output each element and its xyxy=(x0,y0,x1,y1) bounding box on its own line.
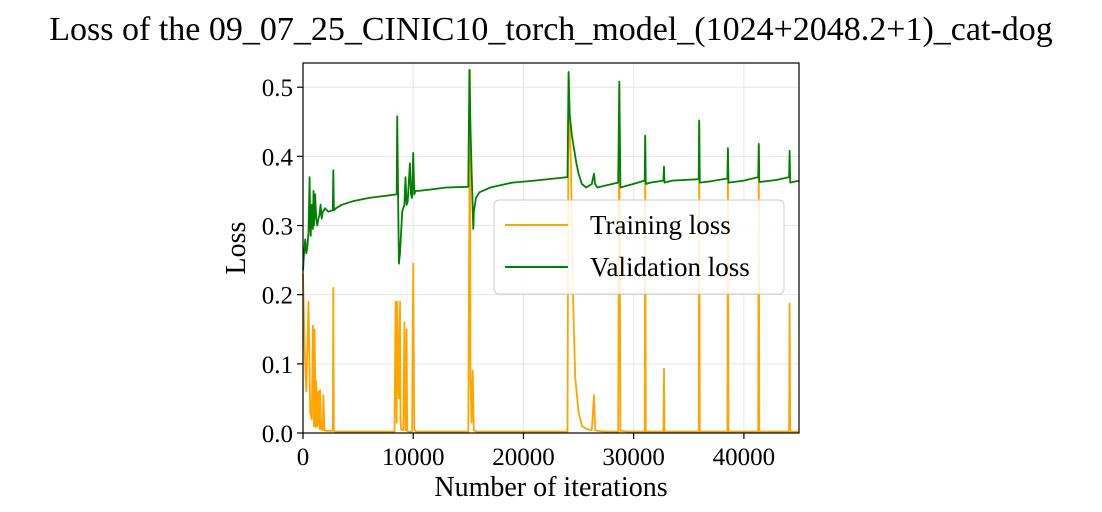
legend: Training loss Validation loss xyxy=(493,199,785,295)
legend-label-training-loss: Training loss xyxy=(590,210,731,240)
chart-title: Loss of the 09_07_25_CINIC10_torch_model… xyxy=(49,11,1052,48)
plot-frame xyxy=(302,62,800,434)
y-tick-label: 0.1 xyxy=(262,352,293,379)
x-tick-label: 40000 xyxy=(713,444,776,471)
series-line-validation-loss xyxy=(302,69,800,271)
x-tick-label: 20000 xyxy=(492,444,555,471)
legend-label-validation-loss: Validation loss xyxy=(590,252,750,282)
x-axis-ticks: 0 10000 20000 30000 40000 xyxy=(297,433,775,471)
y-tick-label: 0.3 xyxy=(262,214,293,241)
y-tick-label: 0.2 xyxy=(262,283,293,310)
x-tick-label: 0 xyxy=(297,444,310,471)
series-lines xyxy=(302,69,800,433)
legend-box xyxy=(493,199,785,295)
y-axis-label: Loss xyxy=(221,222,252,275)
x-tick-label: 10000 xyxy=(382,444,445,471)
y-axis-ticks: 0.0 0.1 0.2 0.3 0.4 0.5 xyxy=(262,75,303,448)
y-tick-label: 0.0 xyxy=(262,421,293,448)
x-axis-label: Number of iterations xyxy=(434,472,667,503)
y-tick-label: 0.4 xyxy=(262,144,294,171)
x-tick-label: 30000 xyxy=(602,444,665,471)
y-tick-label: 0.5 xyxy=(262,75,293,102)
